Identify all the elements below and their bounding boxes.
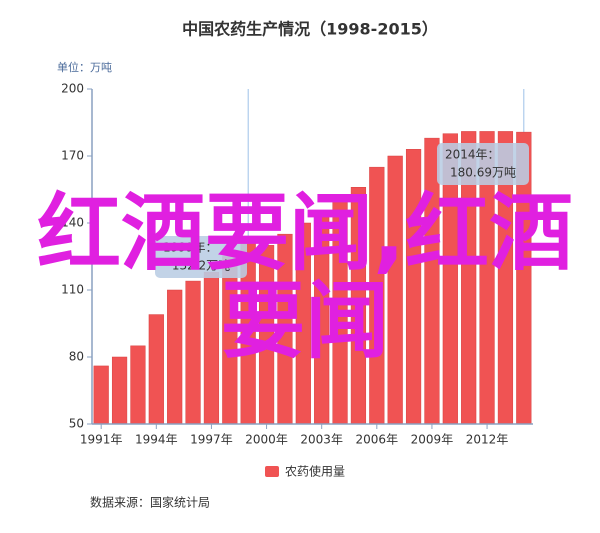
y-tick-label: 140: [61, 216, 84, 230]
x-tick-label: 2012年: [466, 433, 509, 447]
source: 数据来源：国家统计局: [90, 495, 210, 510]
tooltip-box: [155, 236, 247, 278]
tooltip-box: [437, 143, 529, 185]
bar: [111, 356, 128, 425]
bar: [93, 365, 109, 425]
legend-label: 农药使用量: [285, 464, 345, 479]
x-tick-label: 2003年: [300, 433, 343, 447]
tooltip-text: 180.69万吨: [450, 166, 516, 180]
y-tick-label: 110: [61, 283, 84, 297]
chart-title: 中国农药生产情况（1998-2015）: [182, 20, 438, 39]
y-tick-label: 200: [61, 82, 84, 96]
watermark: 红酒要闻,红酒要闻: [37, 184, 573, 370]
y-tick-label: 80: [69, 350, 84, 364]
unit-label: 单位：万吨: [57, 60, 112, 74]
x-tick-label: 1997年: [190, 433, 233, 447]
x-tick-label: 1991年: [80, 433, 123, 447]
x-tick-label: 2009年: [411, 433, 454, 447]
tooltip-title: 2014年：: [445, 148, 500, 162]
x-tick-label: 1994年: [135, 433, 178, 447]
x-tick-label: 2000年: [245, 433, 288, 447]
legend-swatch: [265, 466, 279, 477]
tooltip-text: 132.2万吨: [172, 259, 230, 273]
y-tick-label: 50: [69, 417, 84, 431]
tooltip-title: 1999年：: [163, 241, 218, 255]
y-tick-label: 170: [61, 149, 84, 163]
x-tick-label: 2006年: [356, 433, 399, 447]
